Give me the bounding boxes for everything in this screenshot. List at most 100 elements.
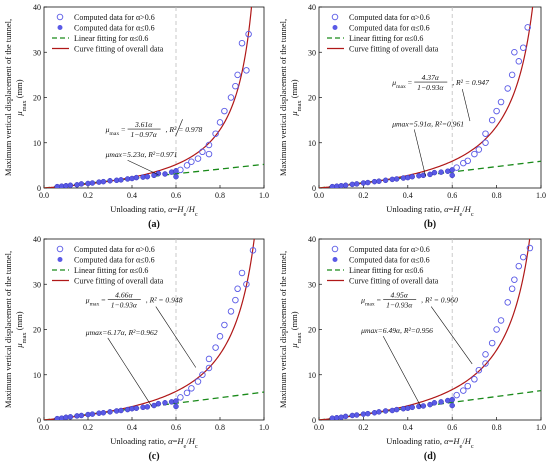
- x-tick-label: 1.0: [259, 423, 269, 432]
- y-tick-label: 30: [33, 280, 41, 289]
- x-axis-label-part: H: [452, 436, 460, 446]
- y-axis-label-line2-part: (mm): [14, 79, 24, 100]
- legend-filled-label: Computed data for α≤0.6: [349, 256, 430, 265]
- y-axis-label-line2: μmax (mm): [14, 79, 28, 116]
- plot-area: [319, 239, 541, 420]
- y-tick-label: 10: [308, 139, 316, 148]
- panel-label: (d): [424, 451, 436, 462]
- legend: Computed data for α>0.6 Computed data for…: [52, 245, 164, 286]
- computed-point-open: [475, 366, 483, 374]
- x-tick-label: 0.8: [492, 191, 502, 200]
- computed-point-filled: [144, 173, 151, 180]
- computed-point-open: [493, 107, 500, 115]
- computed-point-open: [232, 82, 239, 90]
- computed-point-filled: [162, 171, 168, 177]
- y-tick-label: 0: [312, 184, 316, 193]
- computed-point-open: [199, 148, 206, 156]
- computed-point-filled: [438, 399, 444, 405]
- curve-fit-lhs-part: =: [375, 296, 381, 305]
- curve-fit-lhs-part: μ: [86, 296, 90, 305]
- linear-fit-pointer: [382, 335, 422, 408]
- x-tick-label: 0.8: [215, 191, 225, 200]
- computed-point-open: [471, 150, 478, 158]
- computed-point-open: [243, 281, 250, 288]
- computed-point-open: [177, 394, 184, 401]
- computed-point-open: [183, 389, 191, 397]
- y-axis-label-line2-part: μ: [14, 343, 24, 348]
- computed-point-filled: [393, 406, 400, 413]
- legend-open-marker: [331, 245, 339, 253]
- legend-filled-marker: [57, 25, 63, 30]
- curve-fit-numerator: 4.95α: [391, 291, 409, 300]
- y-axis-label-line2-part: μ: [289, 111, 299, 116]
- x-axis-label-part: /: [462, 436, 465, 446]
- x-axis-label: Unloading ratio, α=He/Hc: [386, 204, 474, 218]
- computed-point-filled: [438, 169, 444, 175]
- y-tick-label: 30: [308, 48, 316, 57]
- computed-point-open: [245, 30, 252, 38]
- y-axis-label: Maximum vertical displacement of the tun…: [3, 19, 28, 176]
- curve-fit-lhs-part: =: [119, 125, 125, 134]
- y-axis-label-line2-part: μ: [14, 111, 24, 116]
- legend-open-marker: [56, 13, 64, 21]
- linear-fit-equation: μmax=5.91α, R²=0.961: [392, 119, 464, 128]
- y-tick-label: 10: [33, 371, 41, 380]
- computed-point-filled: [342, 413, 349, 420]
- computed-point-filled: [405, 405, 411, 411]
- computed-point-open: [511, 49, 518, 56]
- y-tick-label: 20: [33, 94, 41, 103]
- x-tick-label: 0.4: [403, 191, 413, 200]
- computed-point-open: [238, 39, 246, 47]
- x-axis-label-part: H: [464, 204, 472, 214]
- computed-point-open: [227, 94, 235, 101]
- computed-point-filled: [405, 174, 411, 181]
- computed-point-open: [482, 139, 489, 146]
- y-axis-label-line2-part: μ: [289, 343, 299, 348]
- x-tick-label: 0.6: [447, 191, 457, 200]
- y-axis-label: Maximum vertical displacement of the tun…: [278, 251, 303, 408]
- computed-point-filled: [393, 176, 400, 182]
- computed-point-filled: [353, 412, 360, 418]
- x-axis-label-part: H: [176, 436, 184, 446]
- curve-fit-r2: , R² = 0.948: [146, 296, 183, 305]
- x-tick-label: 1.0: [259, 191, 269, 200]
- x-axis-label-part: c: [471, 211, 474, 218]
- y-tick-label: 30: [33, 48, 41, 57]
- computed-point-filled: [409, 404, 415, 411]
- x-axis-label-part: Unloading ratio,: [386, 436, 444, 446]
- y-axis-label: Maximum vertical displacement of the tun…: [278, 19, 303, 176]
- computed-point-filled: [173, 173, 179, 180]
- chart-panel-d: 0.0 0.2 0.4 0.6 0.8 1.0 0 10 20 30 40 Unloading rat…: [278, 235, 546, 462]
- y-axis-label-line2: μmax (mm): [289, 79, 303, 116]
- computed-point-filled: [382, 408, 389, 414]
- computed-point-open: [511, 276, 518, 283]
- y-tick-label: 20: [33, 326, 41, 335]
- legend-open-marker: [331, 13, 339, 21]
- curve-fit-numerator: 4.66α: [115, 291, 133, 300]
- computed-point-open: [497, 98, 505, 106]
- x-tick-label: 0.0: [314, 191, 324, 200]
- curve-fit-denominator: 1−0.93α: [417, 83, 444, 92]
- legend-linear-label: Linear fitting for α≤0.6: [74, 34, 148, 43]
- legend-open-label: Computed data for α>0.6: [74, 13, 155, 22]
- legend-open-label: Computed data for α>0.6: [349, 245, 430, 254]
- x-tick-label: 0.4: [403, 423, 413, 432]
- computed-point-filled: [67, 182, 74, 188]
- curve-fit-lhs: μmax =: [392, 78, 412, 90]
- computed-point-open: [249, 247, 257, 254]
- chart-panel-a: 0.0 0.2 0.4 0.6 0.8 1.0 0 10 20 30 40 Unloading rat…: [3, 3, 269, 230]
- computed-point-filled: [133, 174, 140, 181]
- computed-point-open: [493, 326, 500, 333]
- computed-point-open: [188, 158, 195, 166]
- curve-fit-numerator: 4.37α: [422, 73, 440, 82]
- computed-point-open: [221, 107, 228, 115]
- curve-fit-numerator: 3.61α: [134, 120, 153, 129]
- x-axis-label-part: H: [464, 436, 472, 446]
- x-tick-label: 0.4: [127, 191, 137, 200]
- legend-open-label: Computed data for α>0.6: [74, 245, 155, 254]
- y-axis-label-line2-part: (mm): [289, 79, 299, 100]
- computed-point-open: [515, 58, 523, 65]
- computed-point-open: [234, 71, 241, 79]
- curve-fit-lhs-part: max: [109, 131, 119, 137]
